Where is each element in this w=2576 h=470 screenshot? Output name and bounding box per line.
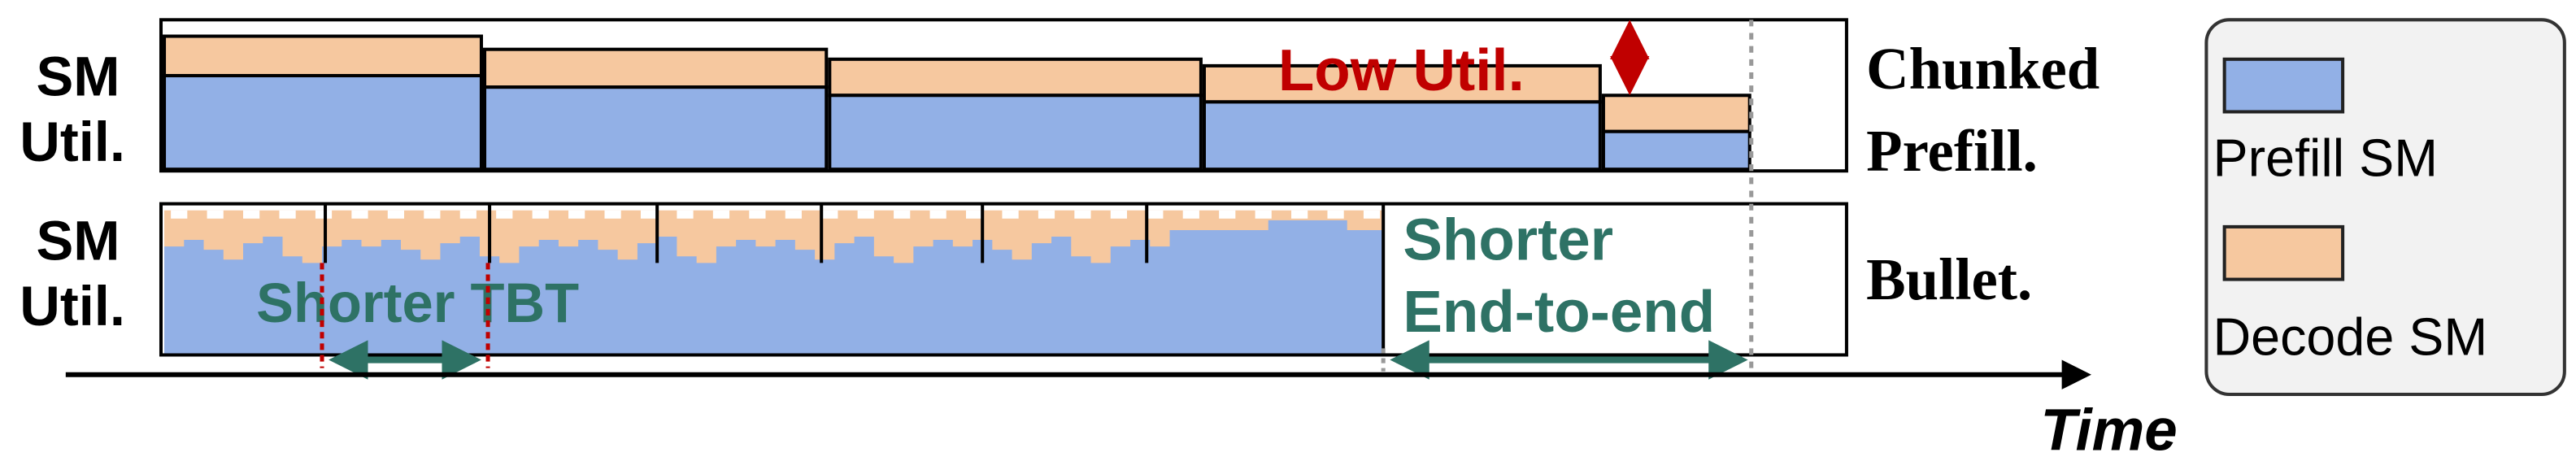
slot-gap: [243, 210, 260, 219]
low-util-label: Low Util.: [1278, 37, 1525, 103]
slot-gap: [207, 210, 224, 219]
slot-gap: [966, 210, 983, 219]
prefill-block: [163, 74, 483, 172]
slot-gap: [1038, 210, 1055, 219]
slot-gap: [894, 210, 911, 219]
prefill-block: [1601, 129, 1751, 172]
slot-gap: [532, 210, 549, 219]
e2e-label: End-to-end: [1403, 279, 1715, 345]
slot-gap: [496, 210, 513, 219]
e2e-label: Shorter: [1403, 207, 1613, 272]
slot-gap: [640, 210, 658, 219]
slot-gap: [1182, 210, 1199, 219]
slot-gap: [1255, 210, 1272, 219]
decode-block: [1601, 94, 1751, 133]
slot-gap: [1219, 210, 1236, 219]
slot-gap: [1110, 210, 1127, 219]
prefill-block: [828, 94, 1203, 172]
slot-gap: [351, 210, 368, 219]
slot-gap: [568, 210, 585, 219]
panel-name: Bullet.: [1866, 246, 2032, 312]
panel-name: Prefill.: [1866, 118, 2038, 184]
slot-gap: [171, 210, 188, 219]
y-label: SM: [36, 209, 120, 272]
legend-swatch: [2222, 57, 2345, 114]
slot-gap: [1074, 210, 1091, 219]
axis-label: Time: [2040, 398, 2177, 463]
slot-gap: [857, 210, 874, 219]
panel-name: Chunked: [1866, 36, 2100, 102]
slot-gap: [749, 210, 766, 219]
bullet-panel: [159, 202, 1848, 357]
prefill-block: [1202, 100, 1602, 172]
slot-gap: [677, 210, 694, 219]
slot-gap: [387, 210, 405, 219]
slot-gap: [315, 210, 333, 219]
slot-gap: [424, 210, 441, 219]
slot-gap: [459, 210, 476, 219]
decode-block: [163, 34, 483, 78]
y-label: Util.: [20, 111, 125, 173]
slot-gap: [1291, 210, 1308, 219]
y-label: Util.: [20, 275, 125, 337]
slot-gap: [604, 210, 621, 219]
tbt-label: Shorter TBT: [256, 272, 579, 334]
slot-gap: [785, 210, 802, 219]
prefill-block: [483, 85, 829, 172]
slot-gap: [1002, 210, 1019, 219]
slot-gap: [712, 210, 730, 219]
legend-label: Prefill SM: [2213, 128, 2438, 187]
decode-block: [828, 57, 1203, 98]
chunked-panel: [159, 18, 1848, 173]
slot-gap: [821, 210, 838, 219]
legend-swatch: [2222, 224, 2345, 281]
prefill-area: [164, 220, 1384, 354]
slot-gap: [1147, 210, 1164, 219]
slot-gap: [929, 210, 946, 219]
legend-label: Decode SM: [2213, 307, 2487, 366]
slot-gap: [1363, 210, 1381, 219]
y-label: SM: [36, 45, 120, 107]
slot-gap: [1327, 210, 1344, 219]
slot-gap: [279, 210, 296, 219]
decode-block: [483, 47, 829, 89]
